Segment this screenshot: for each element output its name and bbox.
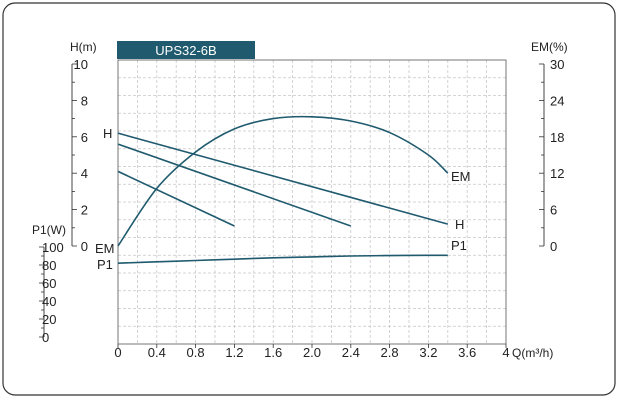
p1-axis: 0 20 40 60 80 100 [39,240,64,345]
em-axis-tick-label: 18 [550,130,564,145]
chart-frame [2,2,616,396]
curve-label-h-left: H [103,126,112,141]
x-axis: 0 0.4 0.8 1.2 1.6 2.0 2.4 2.8 3.2 3.6 4 [114,344,510,360]
x-tick-label: 0 [114,345,121,360]
em-axis-label: EM(%) [531,40,568,54]
curve-label-em-left: EM [95,241,115,256]
series-line-p1 [117,254,448,264]
series-line-em [117,115,449,247]
em-axis-tick-label: 0 [550,239,557,254]
curve-label-em-right: EM [451,169,471,184]
x-tick-label: 0.4 [148,345,166,360]
em-axis-tick-label: 12 [550,166,564,181]
h-axis-tick-label: 0 [81,239,88,254]
em-axis: 0 6 12 18 24 30 [539,57,564,254]
em-axis-tick-label: 30 [550,57,564,72]
x-tick-label: 2.8 [381,345,399,360]
h-axis-label: H(m) [70,40,97,54]
p1-axis-tick-label: 0 [42,330,49,345]
x-tick-label: 4 [502,345,509,360]
curve-label-p1-right: P1 [451,238,467,253]
h-axis-tick-label: 2 [81,203,88,218]
p1-axis-label: P1(W) [32,223,66,237]
p1-axis-tick-label: 20 [42,312,56,327]
chart-title: UPS32-6B [155,43,216,58]
series-line-h-2 [117,170,235,227]
h-axis-tick-label: 6 [81,130,88,145]
x-tick-label: 1.6 [264,345,282,360]
series-line-h-1 [117,143,352,227]
curve-label-p1-left: P1 [97,257,113,272]
h-axis: 0 2 4 6 8 10 [71,57,88,254]
x-tick-label: 0.8 [187,345,205,360]
x-axis-label: Q(m³/h) [512,346,553,360]
em-axis-tick-label: 6 [550,203,557,218]
grid [118,60,506,344]
p1-axis-tick-label: 40 [42,294,56,309]
title-bar [117,41,255,59]
x-tick-label: 1.2 [225,345,243,360]
h-axis-tick-label: 10 [74,57,88,72]
x-tick-label: 2.0 [303,345,321,360]
p1-axis-tick-label: 100 [42,240,64,255]
h-axis-tick-label: 4 [81,166,88,181]
h-axis-tick-label: 8 [81,93,88,108]
x-tick-label: 3.6 [458,345,476,360]
p1-axis-tick-label: 80 [42,258,56,273]
curve-label-h-right: H [455,217,464,232]
x-tick-label: 2.4 [342,345,360,360]
curves [117,115,449,264]
p1-axis-tick-label: 60 [42,276,56,291]
em-axis-tick-label: 24 [550,93,564,108]
series-line-h [117,132,449,225]
x-tick-label: 3.2 [419,345,437,360]
